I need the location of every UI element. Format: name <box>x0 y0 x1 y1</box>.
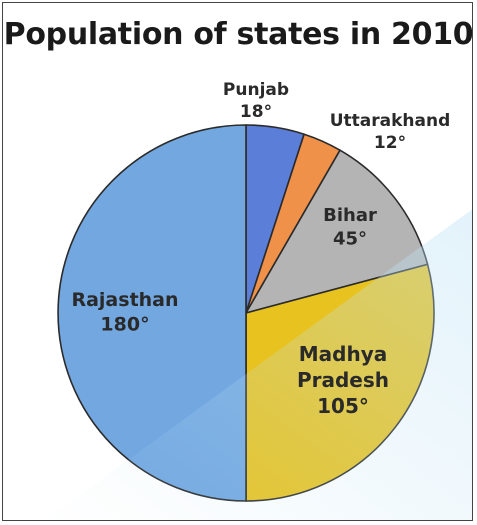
slice-label-rajasthan: Rajasthan 180° <box>71 289 178 336</box>
chart-title: Population of states in 2010 <box>3 17 473 52</box>
slice-label-bihar: Bihar 45° <box>323 205 377 249</box>
slice-label-uttarakhand: Uttarakhand 12° <box>330 111 451 153</box>
slice-label-punjab: Punjab 18° <box>223 80 289 122</box>
slice-label-madhya-pradesh: Madhya Pradesh 105° <box>297 342 389 418</box>
chart-frame: Population of states in 2010 Punjab 18° Ut… <box>2 2 473 521</box>
pie-chart: Punjab 18° Uttarakhand 12° Bihar 45° Madhya Pra… <box>45 80 472 520</box>
glare-overlay <box>45 209 472 520</box>
